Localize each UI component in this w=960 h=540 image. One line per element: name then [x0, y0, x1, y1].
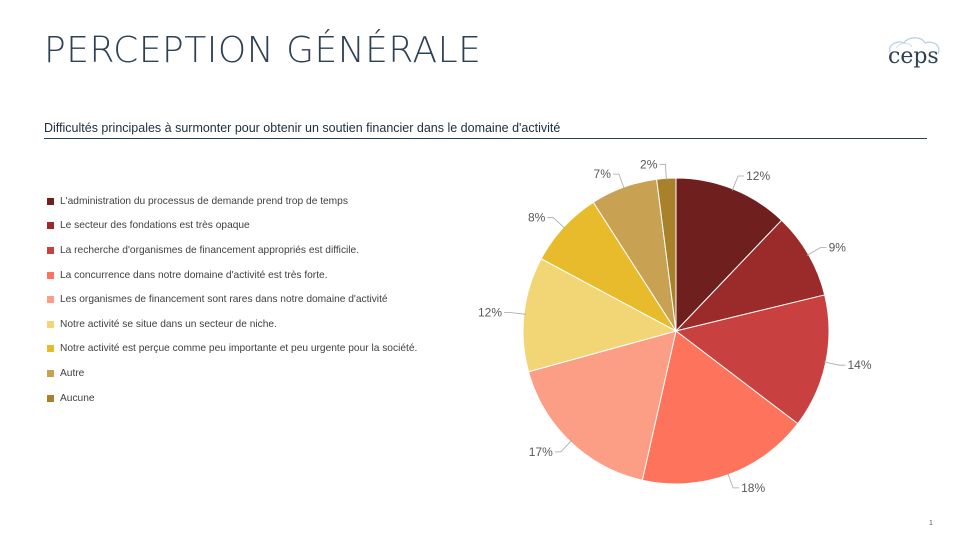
legend-item: Aucune	[47, 386, 487, 411]
data-label: 18%	[741, 481, 765, 495]
legend-item: Notre activité est perçue comme peu impo…	[47, 337, 487, 362]
legend-item: Autre	[47, 361, 487, 386]
legend-label: Le secteur des fondations est très opaqu…	[60, 220, 250, 232]
label-leader-line	[659, 163, 667, 181]
chart-title: Difficultés principales à surmonter pour…	[44, 121, 561, 135]
title-divider	[44, 138, 927, 139]
legend-item: La concurrence dans notre domaine d'acti…	[47, 263, 487, 288]
legend-label: Notre activité se situe dans un secteur …	[60, 318, 277, 330]
label-leader-line	[731, 175, 745, 191]
data-label: 12%	[478, 306, 502, 320]
data-label: 7%	[594, 167, 612, 181]
legend-item: La recherche d'organismes de financement…	[47, 238, 487, 263]
data-label: 8%	[528, 211, 546, 225]
legend-swatch	[47, 345, 54, 353]
legend-swatch	[47, 246, 54, 254]
ceps-logo: ceps	[880, 34, 946, 74]
data-label: 9%	[829, 241, 847, 255]
legend-label: La recherche d'organismes de financement…	[60, 244, 360, 256]
legend-swatch	[47, 271, 54, 279]
data-label: 14%	[848, 358, 872, 372]
legend-label: L'administration du processus de demande…	[60, 195, 348, 207]
label-leader-line	[504, 312, 526, 315]
legend-swatch	[47, 394, 54, 402]
legend-item: Notre activité se situe dans un secteur …	[47, 312, 487, 337]
cloud-icon	[889, 37, 940, 55]
page-number: 1	[929, 520, 933, 527]
legend-item: Le secteur des fondations est très opaqu…	[47, 214, 487, 239]
legend-label: La concurrence dans notre domaine d'acti…	[60, 269, 328, 281]
legend-label: Notre activité est perçue comme peu impo…	[60, 343, 418, 355]
legend-label: Les organismes de financement sont rares…	[60, 294, 388, 306]
legend-swatch	[47, 320, 54, 328]
legend-swatch	[47, 369, 54, 377]
logo-text: ceps	[888, 44, 939, 69]
legend-item: L'administration du processus de demande…	[47, 189, 487, 214]
legend-swatch	[47, 222, 54, 230]
chart-legend: L'administration du processus de demande…	[47, 189, 487, 410]
label-leader-line	[823, 361, 846, 366]
pie-chart: 12% 9% 14% 18% 17% 12% 8% 7% 2%	[478, 157, 872, 495]
label-leader-line	[554, 440, 573, 453]
page-title: PERCEPTION GÉNÉRALE	[44, 30, 482, 71]
legend-label: Aucune	[60, 392, 95, 404]
data-label: 12%	[746, 169, 770, 183]
label-leader-line	[612, 173, 625, 190]
data-label: 2%	[640, 157, 658, 171]
legend-label: Autre	[60, 367, 85, 379]
label-leader-line	[727, 472, 740, 489]
data-label: 17%	[529, 445, 553, 459]
legend-swatch	[47, 197, 54, 205]
label-leader-line	[806, 247, 827, 256]
label-leader-line	[547, 217, 566, 229]
legend-swatch	[47, 296, 54, 304]
legend-item: Les organismes de financement sont rares…	[47, 287, 487, 312]
